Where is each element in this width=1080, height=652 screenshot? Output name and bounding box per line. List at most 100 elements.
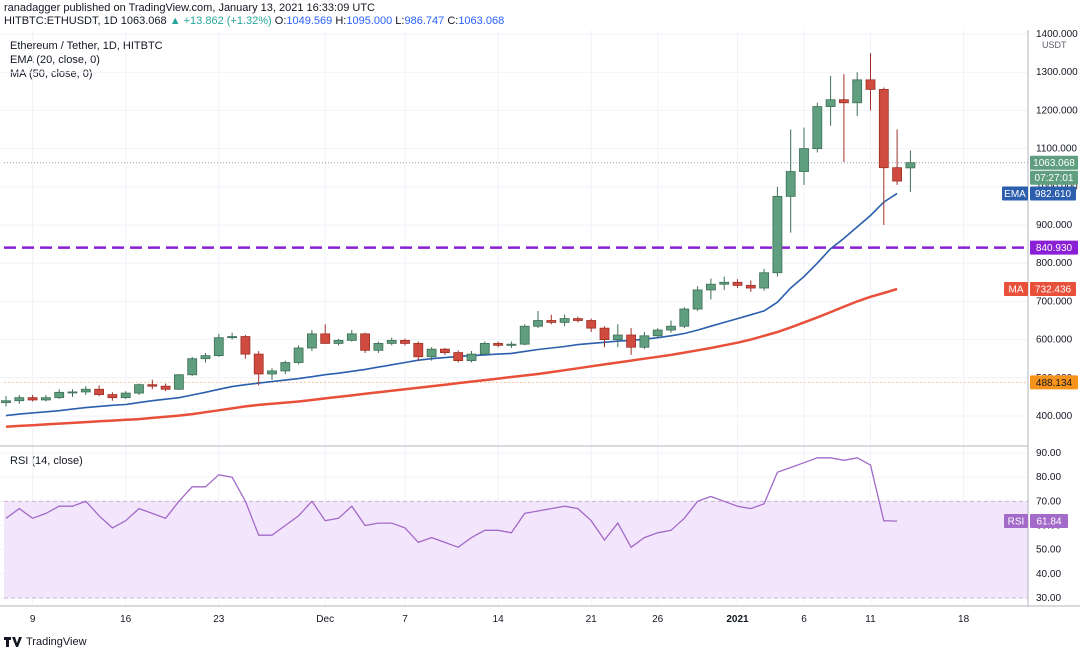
- candle[interactable]: [546, 314, 557, 325]
- candle[interactable]: [333, 338, 344, 346]
- candle-body: [27, 397, 38, 401]
- resistance-tag-bg: [1030, 240, 1078, 255]
- candle[interactable]: [479, 341, 490, 355]
- time-tick-label: 7: [402, 614, 408, 625]
- candle[interactable]: [373, 341, 384, 353]
- candle[interactable]: [719, 276, 730, 290]
- time-tick-label: 18: [958, 614, 970, 625]
- candle[interactable]: [413, 341, 424, 361]
- candle-body: [573, 318, 583, 321]
- candle[interactable]: [825, 76, 836, 126]
- ma-value-tag: 732.436: [1035, 285, 1072, 296]
- candle[interactable]: [67, 389, 78, 397]
- candle[interactable]: [892, 129, 902, 185]
- ema-value-tag-bg: [1030, 186, 1076, 201]
- candle[interactable]: [732, 279, 743, 289]
- candle[interactable]: [519, 324, 530, 346]
- candle[interactable]: [306, 330, 317, 352]
- time-tick-label: 11: [865, 614, 876, 625]
- candle[interactable]: [466, 351, 477, 363]
- candle[interactable]: [905, 150, 916, 192]
- candle[interactable]: [493, 341, 504, 348]
- candle[interactable]: [200, 352, 211, 363]
- candle-body: [267, 370, 277, 375]
- candle[interactable]: [1, 396, 11, 407]
- candle[interactable]: [160, 383, 171, 392]
- candle[interactable]: [346, 330, 357, 342]
- candle[interactable]: [852, 72, 863, 117]
- candle[interactable]: [626, 328, 636, 355]
- candle[interactable]: [134, 383, 144, 395]
- rsi-band: [4, 501, 1028, 598]
- ma-label-tag-bg: [1004, 282, 1028, 297]
- candle[interactable]: [439, 348, 450, 355]
- candle-body: [666, 325, 676, 331]
- candle[interactable]: [213, 333, 224, 357]
- candle[interactable]: [173, 373, 184, 391]
- candle[interactable]: [706, 278, 716, 300]
- candle[interactable]: [559, 314, 570, 327]
- candle[interactable]: [27, 394, 38, 402]
- candle[interactable]: [320, 324, 331, 344]
- candle[interactable]: [612, 324, 623, 348]
- candle[interactable]: [745, 280, 756, 292]
- symbol-prefix: HITBTC:ETHUSDT, 1D: [4, 15, 121, 27]
- candle[interactable]: [80, 386, 91, 395]
- candle[interactable]: [120, 391, 131, 399]
- candle[interactable]: [772, 186, 783, 277]
- candle[interactable]: [785, 129, 796, 233]
- price-level-tag-bg: [1030, 375, 1078, 390]
- candle[interactable]: [227, 332, 238, 340]
- candle-body: [293, 347, 304, 363]
- candle[interactable]: [799, 127, 809, 185]
- candle[interactable]: [94, 385, 104, 397]
- candle[interactable]: [14, 394, 25, 404]
- candle[interactable]: [147, 379, 158, 390]
- candle[interactable]: [812, 102, 823, 153]
- candle[interactable]: [666, 320, 676, 333]
- candle[interactable]: [187, 356, 198, 376]
- candle[interactable]: [599, 326, 610, 348]
- candle[interactable]: [426, 347, 437, 361]
- candle-body: [759, 272, 769, 289]
- candle-body: [785, 171, 796, 197]
- candle[interactable]: [692, 286, 703, 311]
- candle[interactable]: [586, 318, 597, 332]
- candle[interactable]: [865, 53, 876, 111]
- candle[interactable]: [679, 307, 690, 329]
- candle-body: [280, 362, 291, 372]
- candle[interactable]: [267, 368, 277, 380]
- candle[interactable]: [839, 74, 849, 162]
- candle-body: [652, 329, 663, 337]
- candle[interactable]: [533, 310, 543, 329]
- price-tick-label: 1100.000: [1036, 144, 1077, 155]
- candle[interactable]: [639, 331, 650, 350]
- candle[interactable]: [506, 341, 517, 349]
- candle[interactable]: [107, 392, 118, 401]
- candle[interactable]: [878, 87, 889, 225]
- time-tick-label: 14: [493, 614, 505, 625]
- candle[interactable]: [573, 316, 583, 323]
- candle[interactable]: [400, 338, 410, 346]
- last-price: 1063.068: [120, 15, 167, 27]
- candle-body: [453, 352, 464, 362]
- candle[interactable]: [360, 332, 371, 353]
- candle[interactable]: [54, 389, 65, 399]
- candle[interactable]: [293, 345, 304, 365]
- legend-rsi: RSI (14, close): [10, 455, 83, 467]
- candle[interactable]: [41, 394, 51, 402]
- candle-body: [187, 358, 198, 376]
- candle[interactable]: [386, 337, 397, 346]
- candle[interactable]: [759, 268, 769, 291]
- time-tick-label: 16: [120, 614, 132, 625]
- candle[interactable]: [240, 335, 251, 359]
- candle[interactable]: [280, 360, 291, 374]
- footer-brand: TradingView: [26, 636, 87, 648]
- candle-body: [41, 397, 51, 401]
- last-price-tag: 1063.068: [1033, 158, 1075, 169]
- candle[interactable]: [652, 328, 663, 338]
- chart-header: ranadagger published on TradingView.com,…: [0, 0, 1080, 38]
- candle[interactable]: [453, 350, 464, 363]
- candle[interactable]: [253, 351, 264, 386]
